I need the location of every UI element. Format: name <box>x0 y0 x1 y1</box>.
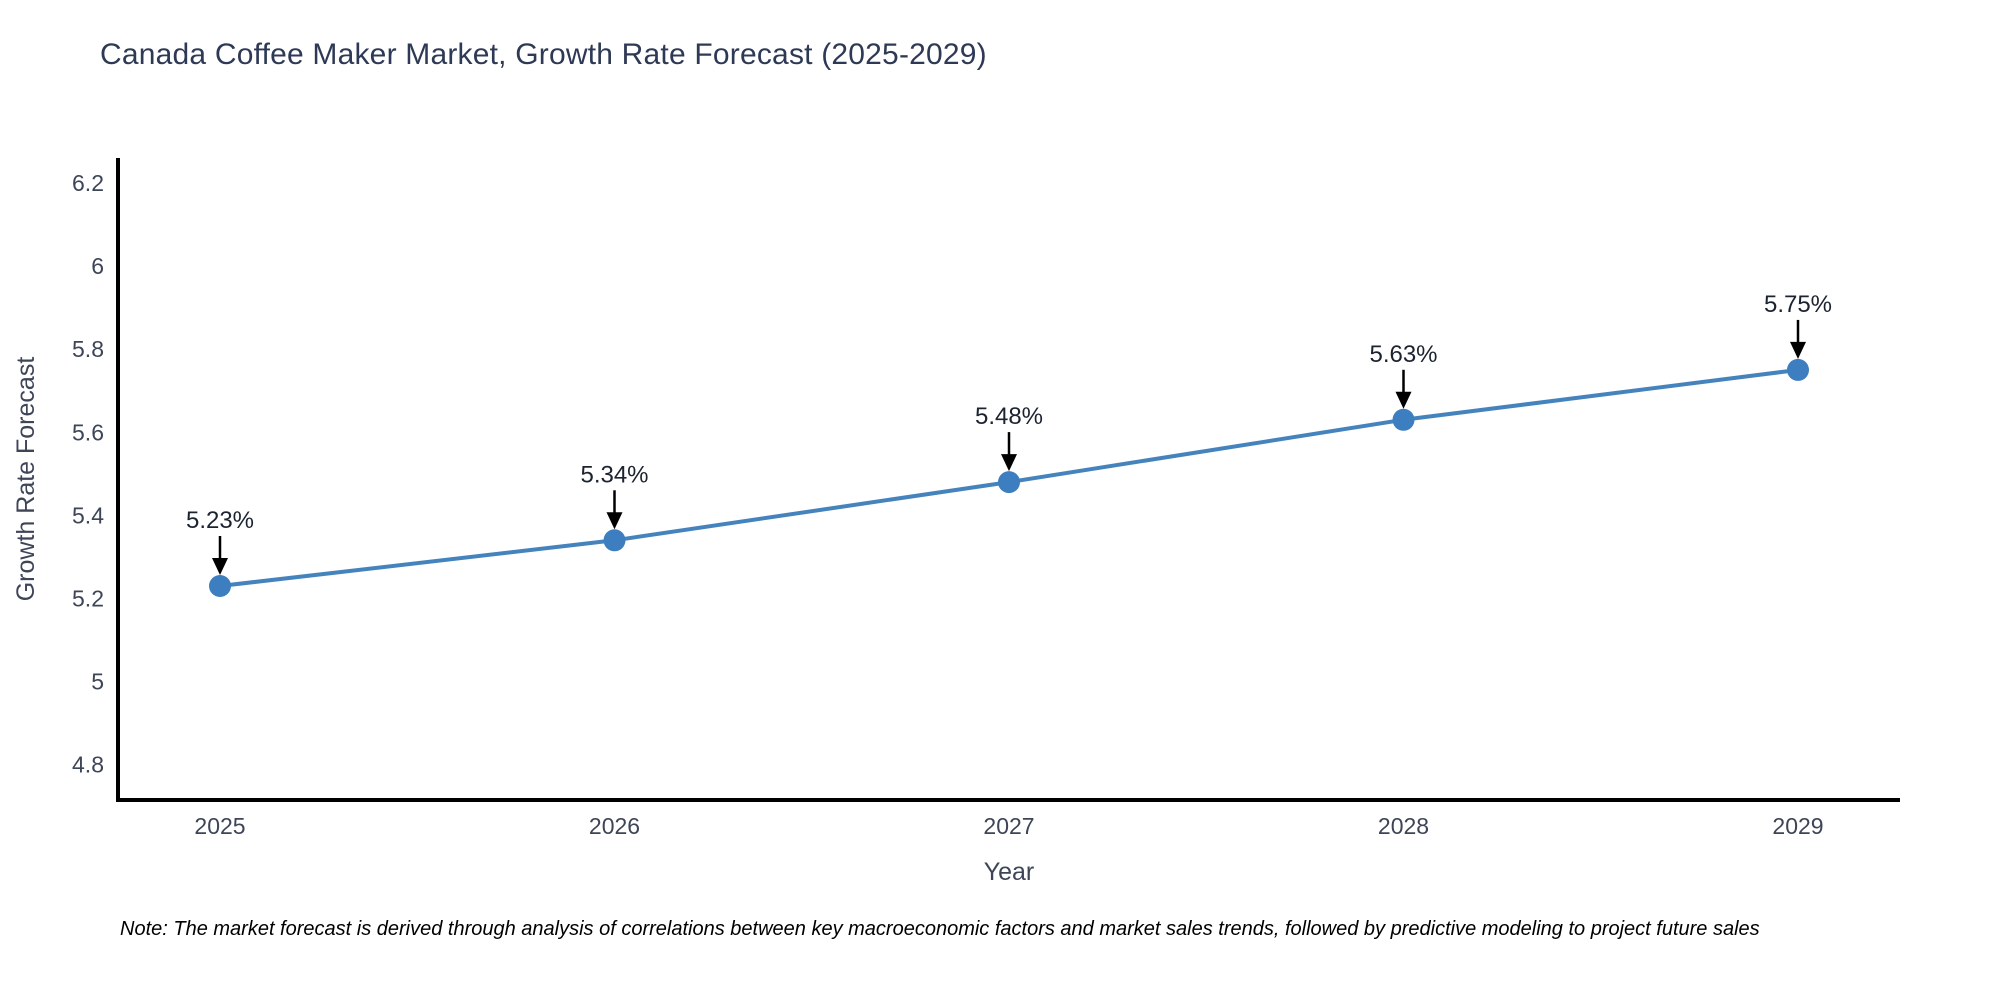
annotation-arrowhead <box>606 512 623 530</box>
x-axis-title: Year <box>984 858 1035 886</box>
x-tick-label: 2025 <box>194 813 245 839</box>
footnote-wrap: Note: The market forecast is derived thr… <box>120 918 2000 941</box>
data-point-marker <box>1787 358 1809 381</box>
data-point-label: 5.48% <box>975 403 1043 430</box>
y-tick-label: 5.4 <box>72 502 104 528</box>
y-tick-label: 4.8 <box>72 752 104 778</box>
annotation-arrowhead <box>212 558 228 575</box>
data-point-marker <box>998 471 1020 494</box>
y-tick-label: 6 <box>91 253 104 279</box>
data-point-label: 5.63% <box>1369 341 1437 368</box>
y-tick-label: 5.2 <box>72 585 104 611</box>
footnote-text: Note: The market forecast is derived thr… <box>120 918 1760 940</box>
chart-title: Canada Coffee Maker Market, Growth Rate … <box>100 38 987 71</box>
data-point-marker <box>1392 408 1415 431</box>
data-point-label: 5.34% <box>580 461 648 488</box>
data-point-marker <box>209 575 231 597</box>
data-point-label: 5.23% <box>186 507 254 534</box>
data-point-label: 5.75% <box>1764 291 1832 318</box>
x-tick-label: 2028 <box>1378 813 1429 839</box>
x-tick-label: 2026 <box>589 813 640 839</box>
annotation-arrowhead <box>1001 454 1017 472</box>
y-tick-label: 6.2 <box>72 170 104 196</box>
x-tick-label: 2029 <box>1772 813 1823 839</box>
y-tick-label: 5 <box>91 669 104 695</box>
y-axis-title: Growth Rate Forecast <box>12 357 40 602</box>
data-point-marker <box>603 529 626 552</box>
x-tick-label: 2027 <box>983 813 1034 839</box>
annotation-arrowhead <box>1395 391 1412 409</box>
annotation-arrowhead <box>1790 341 1806 359</box>
y-tick-label: 5.6 <box>72 419 104 445</box>
y-tick-label: 5.8 <box>72 336 104 362</box>
